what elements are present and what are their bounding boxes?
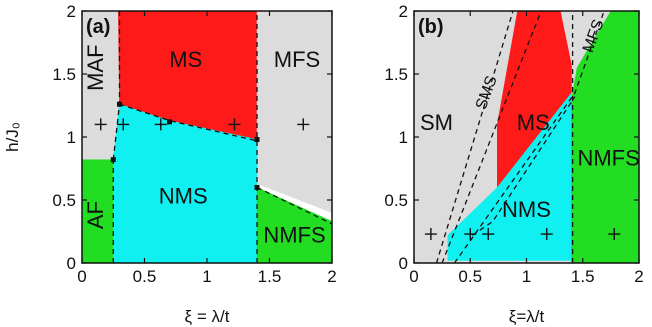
plus-marker-2 (117, 118, 130, 131)
phase-boundary-2 (441, 11, 542, 263)
panel-a: MAF MS MFS NMS AF NMFS 0 0.5 1 1.5 2 0 0.5 1 1.5 2 (a) ξ … (3, 2, 337, 326)
x-axis-label: ξ = λ/t (185, 307, 230, 326)
y-tick-label: 2 (67, 2, 76, 21)
y-tick-label: 1 (399, 128, 408, 147)
region-label-nms: NMS (159, 183, 208, 208)
region-label-nmfs: NMFS (577, 145, 639, 170)
phase-boundary-5 (256, 186, 332, 225)
x-tick-label: 0.5 (458, 267, 482, 286)
plus-marker-3 (154, 118, 167, 131)
region-label-ms: MS (517, 110, 550, 135)
plot-area (414, 11, 639, 263)
x-tick-label: 2 (327, 267, 336, 286)
boundary-point-3 (167, 119, 172, 125)
phase-boundary-1 (435, 11, 514, 263)
boundary-point-5 (254, 184, 260, 190)
plot-area (82, 11, 332, 263)
x-tick-label: 1.5 (571, 267, 595, 286)
boundary-point-4 (254, 137, 260, 143)
boundary-point-1 (110, 157, 116, 163)
plus-marker-4 (540, 228, 553, 241)
region-nmfs (256, 187, 332, 263)
y-tick-label: 0 (399, 254, 408, 273)
region-label-nmfs: NMFS (263, 222, 325, 247)
region-label-af: AF (83, 201, 108, 229)
plus-marker-1 (94, 118, 107, 131)
y-tick-label: 1.5 (52, 65, 76, 84)
region-nms (447, 92, 572, 261)
panel-label: (a) (86, 16, 110, 38)
plus-marker-5 (608, 228, 621, 241)
region-mfs (256, 11, 332, 213)
plus-marker-2 (464, 228, 477, 241)
plus-marker-3 (482, 228, 495, 241)
region-label-mfs: MFS (274, 47, 320, 72)
x-axis-label: ξ=λ/t (509, 307, 545, 326)
plus-marker-4 (228, 118, 241, 131)
panel-label: (b) (418, 16, 444, 38)
y-tick-label: 0 (67, 254, 76, 273)
y-tick-label: 1 (67, 128, 76, 147)
x-tick-label: 0.5 (133, 267, 157, 286)
y-tick-label: 0.5 (384, 191, 408, 210)
region-label-nms: NMS (502, 197, 551, 222)
region-label-sm: SM (420, 110, 453, 135)
x-tick-label: 1 (522, 267, 531, 286)
region-label-maf: MAF (83, 44, 108, 90)
x-tick-label: 1 (202, 267, 211, 286)
y-axis-label: h/J₀ (3, 122, 22, 152)
x-tick-label: 2 (634, 267, 643, 286)
phase-boundary-3 (119, 103, 258, 142)
plus-marker-1 (424, 228, 437, 241)
boundary-point-2 (117, 101, 122, 107)
y-tick-label: 2 (399, 2, 408, 21)
region-nmfs (571, 11, 639, 263)
x-tick-label: 0 (409, 267, 418, 286)
x-tick-label: 1.5 (258, 267, 282, 286)
y-tick-label: 0.5 (52, 191, 76, 210)
y-tick-label: 1.5 (384, 65, 408, 84)
x-tick-label: 0 (77, 267, 86, 286)
region-label-ms: MS (169, 47, 202, 72)
plus-marker-5 (297, 118, 310, 131)
phase-boundary-3 (453, 11, 605, 263)
